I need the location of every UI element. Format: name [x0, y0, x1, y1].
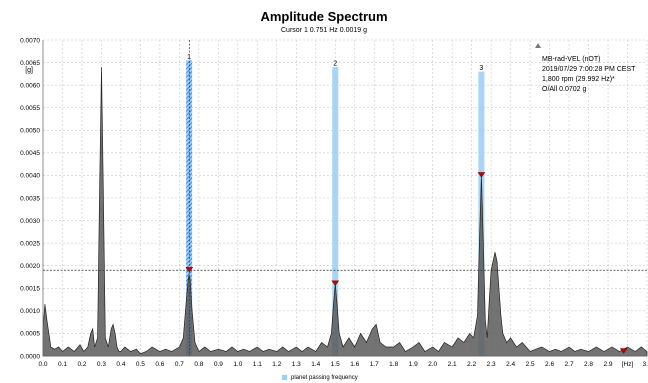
info-speed: 1,800 rpm (29.992 Hz)* [542, 76, 615, 83]
y-tick-label: 0.0005 [20, 331, 40, 338]
x-tick-label: 1.4 [311, 361, 320, 368]
legend-swatch [282, 375, 287, 380]
y-tick-label: 0.0040 [20, 173, 40, 180]
legend: planet passing frequency [282, 375, 358, 381]
y-tick-label: 0.0000 [20, 353, 40, 360]
peak-marker [619, 348, 628, 354]
x-tick-label: 0.4 [116, 361, 125, 368]
legend-label: planet passing frequency [291, 375, 358, 382]
axes [42, 40, 647, 357]
peak-marker [477, 172, 486, 178]
x-tick-labels: 0.0 0.1 0.2 0.3 0.4 0.5 0.6 0.7 0.8 0.9 1.0 1.1 1.2 1… [38, 361, 648, 368]
band-2 [332, 67, 339, 356]
y-tick-label: 0.0020 [20, 263, 40, 270]
info-triangle-icon [535, 43, 541, 48]
x-tick-label: 0.1 [58, 361, 67, 368]
x-tick-label: 1.0 [233, 361, 242, 368]
y-tick-label: 0.0055 [20, 105, 40, 112]
y-tick-labels: 0.0000 0.0005 0.0010 0.0015 0.0020 0.0025 0.00… [20, 37, 40, 360]
x-tick-label: 1.1 [253, 361, 262, 368]
y-tick-label: 0.0030 [20, 218, 40, 225]
peak-marker [185, 267, 194, 273]
x-tick-label: 1.9 [409, 361, 418, 368]
x-tick-label: 2.7 [565, 361, 574, 368]
cursor-readout: Cursor 1 0.751 Hz 0.0019 g [281, 27, 367, 34]
x-tick-label: 0.8 [194, 361, 203, 368]
x-tick-label: 1.2 [272, 361, 281, 368]
x-tick-label: 0.7 [175, 361, 184, 368]
signal-info-box: MB-rad-VEL (nOT) 2019/07/29 7:00:28 PM C… [542, 55, 635, 95]
y-tick-label: 0.0050 [20, 128, 40, 135]
x-tick-label: 0.2 [77, 361, 86, 368]
x-tick-label: 2.1 [448, 361, 457, 368]
y-tick-label: 0.0010 [20, 308, 40, 315]
x-tick-label: 0.0 [38, 361, 47, 368]
x-tick-label: 2.0 [428, 361, 437, 368]
x-tick-label: 1.8 [389, 361, 398, 368]
peak-markers [185, 172, 628, 354]
x-tick-label: 2.3 [487, 361, 496, 368]
spectrum-series [42, 67, 648, 357]
x-tick-label: 2.4 [506, 361, 515, 368]
x-tick-label: 0.5 [136, 361, 145, 368]
info-overall: O/All 0.0702 g [542, 86, 587, 93]
x-tick-label: 1.7 [370, 361, 379, 368]
spectrum-area [42, 67, 648, 357]
x-tick-label: 2.5 [526, 361, 535, 368]
x-tick-label: 2.2 [467, 361, 476, 368]
band-label-3: 3 [479, 65, 483, 72]
x-tick-label: 1.5 [331, 361, 340, 368]
y-tick-label: 0.0070 [20, 37, 40, 44]
x-tick-label: 0.9 [214, 361, 223, 368]
info-channel: MB-rad-VEL (nOT) [542, 56, 601, 63]
x-tick-label: 2.9 [604, 361, 613, 368]
y-tick-label: 0.0025 [20, 240, 40, 247]
x-tick-label: 0.6 [155, 361, 164, 368]
y-axis-label: [g] [25, 67, 33, 74]
x-tick-label: [Hz] [622, 361, 634, 368]
y-tick-label: 0.0065 [20, 60, 40, 67]
info-timestamp: 2019/07/29 7:00:28 PM CEST [542, 66, 636, 73]
x-tick-label: 0.3 [97, 361, 106, 368]
band-label-2: 2 [333, 61, 337, 68]
cursor-lines [43, 40, 647, 356]
chart-title: Amplitude Spectrum [260, 9, 388, 24]
x-tick-label: 2.8 [584, 361, 593, 368]
x-tick-label: 1.6 [350, 361, 359, 368]
x-tick-label: 3.1 [642, 361, 648, 368]
y-tick-label: 0.0045 [20, 150, 40, 157]
peak-marker [331, 280, 340, 287]
y-tick-label: 0.0015 [20, 286, 40, 293]
x-tick-label: 2.6 [545, 361, 554, 368]
x-tick-label: 1.3 [292, 361, 301, 368]
y-tick-label: 0.0060 [20, 82, 40, 89]
y-tick-label: 0.0035 [20, 195, 40, 202]
band-label-1: 1 [187, 54, 191, 61]
